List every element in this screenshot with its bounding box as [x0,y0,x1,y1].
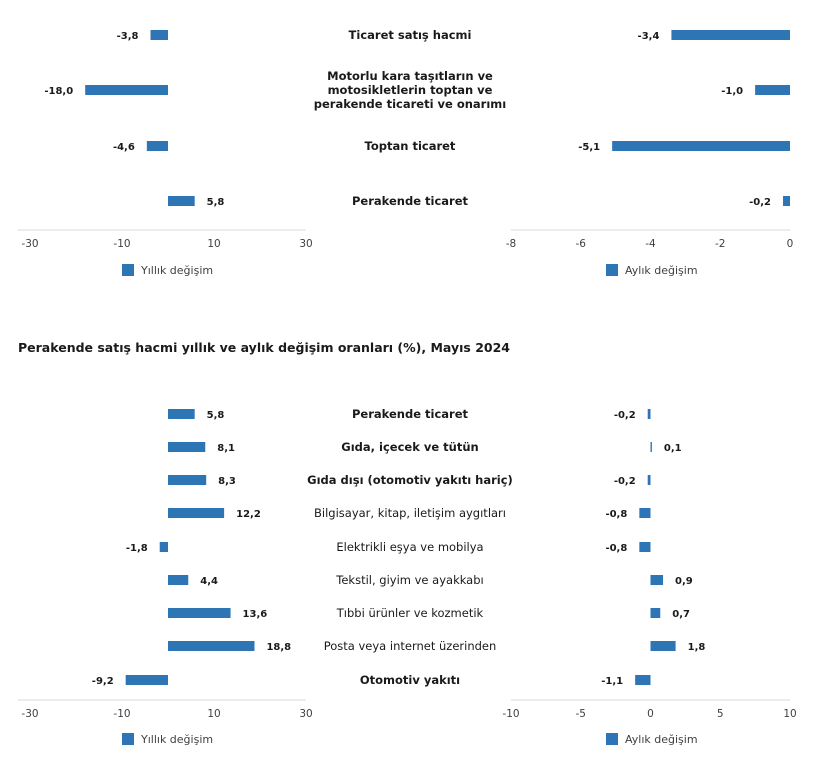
right-bar-0 [647,409,651,419]
right-bar-3 [783,196,790,206]
left-x-tick-label: 30 [299,238,312,250]
right-value-label-2: -5,1 [578,142,600,153]
category-label-0: Ticaret satış hacmi [349,28,472,42]
left-x-tick-label: -30 [21,238,38,250]
right-value-label-0: -0,2 [614,410,636,421]
right-legend-swatch [606,264,618,276]
left-value-label-5: 4,4 [200,576,218,587]
right-value-label-0: -3,4 [638,31,660,42]
left-legend-swatch [122,264,134,276]
left-x-tick-label: 10 [207,238,220,250]
category-label-line: Motorlu kara taşıtların ve [327,69,493,83]
left-x-tick-label: -30 [21,708,38,720]
right-bar-0 [671,30,790,40]
left-value-label-6: 13,6 [243,609,268,620]
category-label-4: Elektrikli eşya ve mobilya [336,540,483,554]
right-bar-7 [650,641,676,651]
left-bar-2 [168,475,207,485]
right-legend-swatch [606,733,618,745]
category-label-0: Perakende ticaret [352,407,469,421]
right-x-tick-label: -6 [576,238,587,250]
right-bar-4 [639,542,651,552]
left-value-label-2: 8,3 [218,476,236,487]
category-label-line: motosikletlerin toptan ve [328,83,493,97]
left-value-label-2: -4,6 [113,142,135,153]
left-value-label-0: 5,8 [207,410,225,421]
category-label-3: Perakende ticaret [352,194,469,208]
left-value-label-7: 18,8 [266,642,291,653]
right-value-label-7: 1,8 [688,642,706,653]
right-bar-2 [647,475,651,485]
right-x-tick-label: -5 [576,708,586,720]
right-x-tick-label: -10 [502,708,519,720]
right-bar-2 [612,141,790,151]
right-value-label-5: 0,9 [675,576,693,587]
right-value-label-4: -0,8 [605,543,627,554]
chart-bottom: -30 -10 10 30 5,8 8,1 8,3 12,2 -1,8 4,4 13,6 18,8 -9… [18,407,797,746]
right-bar-6 [650,608,661,618]
left-value-label-8: -9,2 [92,676,114,687]
left-x-tick-label: 30 [299,708,312,720]
right-x-tick-label: 5 [717,708,724,720]
left-bar-1 [85,85,168,95]
left-bar-2 [146,141,168,151]
right-value-label-2: -0,2 [614,476,636,487]
category-label-1: Gıda, içecek ve tütün [341,440,478,454]
left-bar-1 [168,442,206,452]
right-x-tick-label: 10 [783,708,796,720]
category-label-6: Tıbbi ürünler ve kozmetik [336,606,484,620]
left-bar-8 [125,675,168,685]
section-title: Perakende satış hacmi yıllık ve aylık de… [18,340,510,355]
right-value-label-1: -1,0 [721,86,743,97]
left-bar-4 [159,542,168,552]
right-x-tick-label: -8 [506,238,516,250]
right-x-tick-label: -2 [715,238,725,250]
left-legend-label: Yıllık değişim [140,264,213,277]
right-value-label-6: 0,7 [672,609,690,620]
category-label-2: Gıda dışı (otomotiv yakıtı hariç) [307,473,513,487]
right-value-label-3: -0,2 [749,197,771,208]
right-value-label-8: -1,1 [601,676,623,687]
category-label-8: Otomotiv yakıtı [360,673,460,687]
left-x-tick-label: -10 [113,238,130,250]
left-legend-label: Yıllık değişim [140,733,213,746]
left-bar-3 [168,196,195,206]
category-label-1: Motorlu kara taşıtların ve motosikletleri… [314,69,506,111]
right-legend-label: Aylık değişim [625,733,698,746]
right-value-label-3: -0,8 [605,509,627,520]
right-bar-3 [639,508,651,518]
left-value-label-0: -3,8 [117,31,139,42]
category-label-7: Posta veya internet üzerinden [324,639,497,653]
right-legend-label: Aylık değişim [625,264,698,277]
right-x-tick-label: 0 [787,238,794,250]
category-label-line: perakende ticareti ve onarımı [314,97,506,111]
category-label-5: Tekstil, giyim ve ayakkabı [335,573,483,587]
right-bar-8 [635,675,651,685]
right-x-tick-label: -4 [645,238,656,250]
left-bar-5 [168,575,189,585]
right-x-tick-label: 0 [647,708,654,720]
left-legend-swatch [122,733,134,745]
category-label-3: Bilgisayar, kitap, iletişim aygıtları [314,506,506,520]
left-bar-0 [168,409,195,419]
left-value-label-1: 8,1 [217,443,235,454]
right-bar-5 [650,575,664,585]
left-bar-6 [168,608,231,618]
left-value-label-3: 5,8 [207,197,225,208]
left-value-label-3: 12,2 [236,509,261,520]
left-value-label-4: -1,8 [126,543,148,554]
right-bar-1 [650,442,652,452]
left-x-tick-label: 10 [207,708,220,720]
right-bar-1 [755,85,790,95]
left-bar-7 [168,641,255,651]
left-x-tick-label: -10 [113,708,130,720]
chart-top: -30 -10 10 30 -3,8 -18,0 -4,6 5,8 Yıllık değişim… [18,28,793,277]
right-value-label-1: 0,1 [664,443,682,454]
left-value-label-1: -18,0 [44,86,73,97]
left-bar-3 [168,508,225,518]
category-label-2: Toptan ticaret [365,139,456,153]
left-bar-0 [150,30,168,40]
